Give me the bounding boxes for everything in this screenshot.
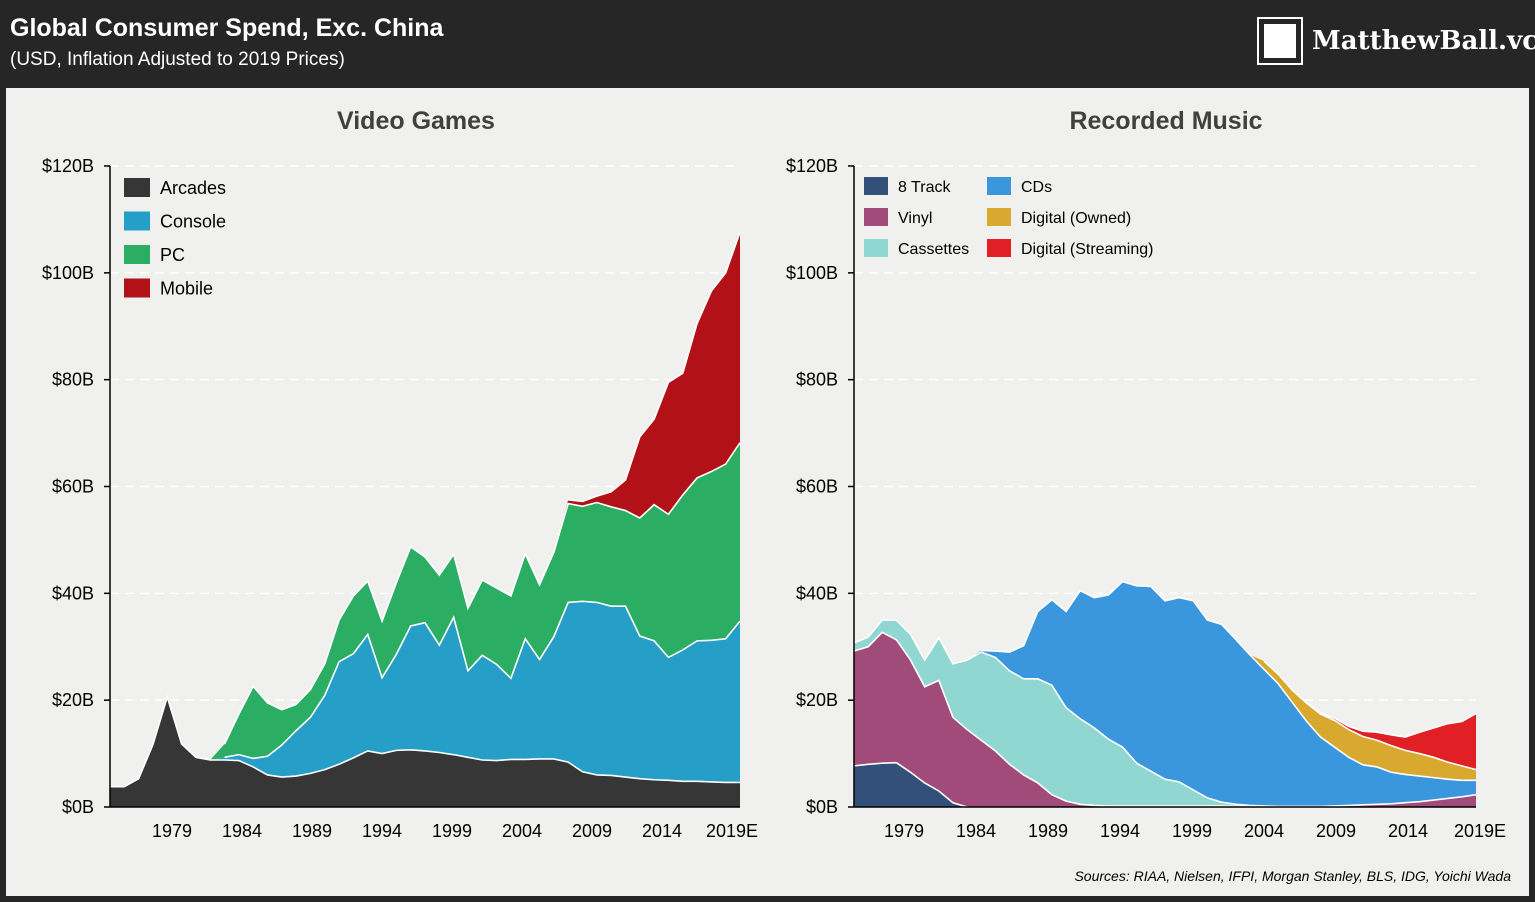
y-tick-label: $60B [52,477,94,497]
legend-item-8-track: 8 Track [864,177,951,196]
sources-note: Sources: RIAA, Nielsen, IFPI, Morgan Sta… [1074,868,1511,884]
legend-swatch [124,211,150,231]
x-tick-label: 1994 [1100,821,1140,841]
series-edge-console [224,600,741,760]
x-tick-label: 2004 [502,821,542,841]
legend-item-console: Console [124,211,226,232]
chart-title: Recorded Music [1069,107,1262,135]
legend-item-arcades: Arcades [124,178,226,198]
series-edge-vinyl [853,631,1477,808]
series-edge-digital-streaming [1305,701,1477,738]
area-8-track [854,762,1476,807]
x-tick-label: 1989 [292,821,332,841]
legend-label: CDs [1021,179,1052,196]
legend-swatch [124,245,150,264]
chart-recorded-music: Recorded Music $0B $20B $40B $60B $80B $100B $1… [786,107,1506,841]
legend-item-mobile: Mobile [124,278,213,299]
legend: 8 Track Vinyl Cassettes CDs Digital (Owned) D… [864,177,1153,258]
legend-item-pc: PC [124,245,185,265]
x-tick-label: 1999 [432,821,472,841]
legend-item-digital-owned: Digital (Owned) [987,208,1131,227]
page-title: Global Consumer Spend, Exc. China [10,14,444,42]
legend-item-vinyl: Vinyl [864,208,932,227]
y-tick-label: $120B [42,156,94,176]
y-tick-label: $100B [786,263,838,283]
legend-swatch [987,208,1011,226]
area-console [110,601,740,787]
legend-label: Cassettes [898,241,969,258]
y-tick-label: $40B [52,583,94,603]
header: Global Consumer Spend, Exc. China (USD, … [0,0,1535,86]
y-tick-label: $0B [62,797,94,817]
legend-swatch [987,177,1011,195]
legend-label: PC [160,245,185,265]
legend-label: Console [160,212,226,232]
legend-swatch [987,239,1011,257]
x-tick-label: 1999 [1172,821,1212,841]
y-tick-label: $0B [806,797,838,817]
y-tick-label: $80B [796,370,838,390]
x-tick-label: 1989 [1028,821,1068,841]
legend: Arcades Console PC Mobile [124,178,226,299]
charts-svg: Video Games $0B $20B $40B $60B $80B $100B $120B… [42,107,1506,841]
legend-swatch [864,177,888,195]
series-edge-8-track [853,761,968,808]
chart-panel: Video Games $0B $20B $40B $60B $80B $100B $120B… [6,88,1529,896]
y-tick-label: $120B [786,156,838,176]
x-tick-label: 2004 [1244,821,1284,841]
legend-label: Vinyl [898,210,932,227]
x-tick-label: 1979 [884,821,924,841]
series-edge-pc [223,442,741,745]
legend-label: Digital (Streaming) [1021,241,1153,258]
legend-item-cassettes: Cassettes [864,239,969,258]
y-tick-label: $20B [52,690,94,710]
series-edge-cassettes [853,619,1279,808]
x-tick-label: 1984 [956,821,996,841]
legend-label: Digital (Owned) [1021,210,1131,227]
legend-swatch [124,278,150,298]
y-tick-label: $60B [796,477,838,497]
legend-item-cds: CDs [987,177,1052,196]
legend-label: Arcades [160,178,226,198]
series-edge-mobile [568,231,741,503]
legend-label: 8 Track [898,179,951,196]
x-tick-label: 1979 [152,821,192,841]
y-tick-label: $40B [796,583,838,603]
series-edge-cds [981,580,1476,782]
logo-icon [1257,17,1303,65]
x-tick-label: 2014 [642,821,682,841]
x-tick-label: 2014 [1388,821,1428,841]
area-digital-owned [854,581,1476,781]
page-subtitle: (USD, Inflation Adjusted to 2019 Prices) [10,49,345,70]
area-digital-streaming [854,581,1476,770]
legend-item-digital-streaming: Digital (Streaming) [987,239,1153,258]
chart-video-games: Video Games $0B $20B $40B $60B $80B $100B $120B… [42,107,758,841]
chart-title: Video Games [337,107,495,135]
y-tick-label: $80B [52,370,94,390]
x-tick-label: 2019E [1454,821,1506,841]
x-tick-label: 2009 [1316,821,1356,841]
y-tick-label: $20B [796,690,838,710]
legend-swatch [864,239,888,257]
logo-text: MatthewBall.vc [1312,26,1535,56]
area-cds [854,581,1476,807]
series-edge-digital-owned [1263,660,1477,771]
legend-swatch [124,178,150,197]
area-arcades [110,696,740,807]
series-edge-arcades [110,694,740,788]
x-tick-label: 1984 [222,821,262,841]
x-tick-label: 1994 [362,821,402,841]
y-tick-label: $100B [42,263,94,283]
legend-swatch [864,208,888,226]
area-cassettes [854,620,1476,807]
area-pc [110,442,740,787]
legend-label: Mobile [160,279,213,299]
x-tick-label: 2009 [572,821,612,841]
x-tick-label: 2019E [706,821,758,841]
